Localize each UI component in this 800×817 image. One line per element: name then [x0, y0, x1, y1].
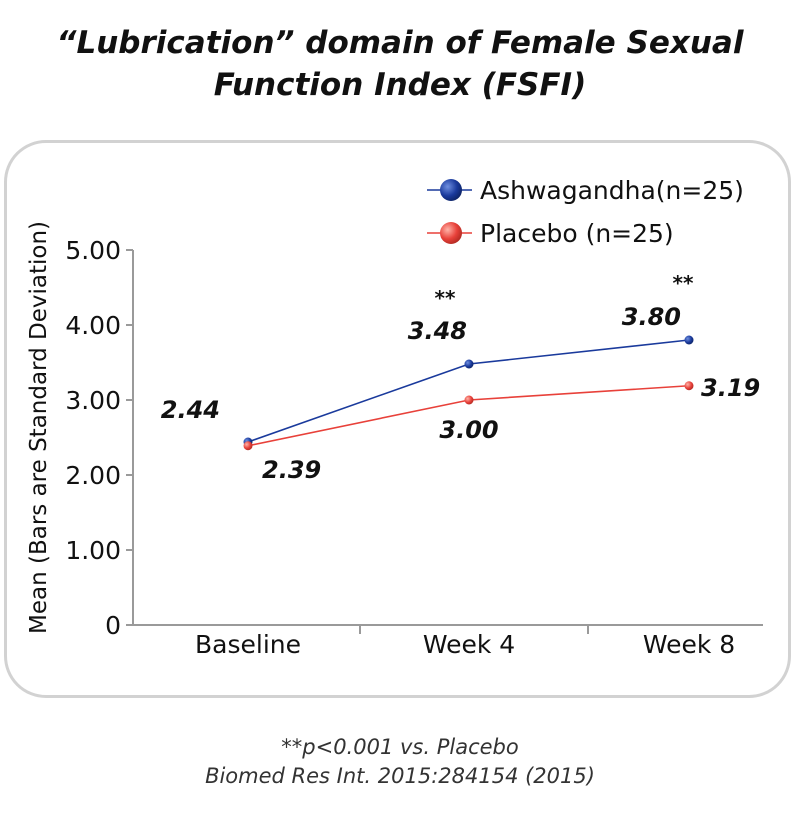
- chart-title-line-1: “Lubrication” domain of Female Sexual: [56, 25, 744, 61]
- data-point: [243, 441, 253, 451]
- citation-footnote: Biomed Res Int. 2015:284154 (2015): [205, 764, 595, 788]
- significance-marker: **: [673, 271, 694, 295]
- y-tick-label: 0: [105, 611, 121, 640]
- y-tick-label: 5.00: [65, 236, 121, 265]
- data-label: 3.19: [701, 374, 760, 402]
- legend-marker: [440, 222, 462, 244]
- y-tick-label: 3.00: [65, 386, 121, 415]
- axes: 0 1.00 2.00 3.00 4.00 5.00 Baseline Week 4 Week …: [26, 221, 763, 659]
- x-tick-label: Week 8: [643, 630, 735, 659]
- series-layer: 2.44 3.48 ** 3.80 ** 2.39 3.00 3.19: [161, 271, 760, 484]
- significance-footnote: **p<0.001 vs. Placebo: [281, 735, 519, 759]
- significance-marker: **: [435, 286, 456, 310]
- data-label: 3.80: [622, 303, 681, 331]
- data-label: 2.44: [161, 396, 220, 424]
- data-point: [684, 381, 694, 391]
- y-tick-label: 2.00: [65, 461, 121, 490]
- legend-marker: [440, 179, 462, 201]
- legend: Ashwagandha(n=25) Placebo (n=25): [427, 176, 744, 248]
- data-label: 3.00: [439, 416, 498, 444]
- data-point: [684, 335, 694, 345]
- x-tick-label: Week 4: [423, 630, 515, 659]
- chart-title: “Lubrication” domain of Female Sexual Fu…: [0, 22, 800, 106]
- data-label: 3.48: [408, 317, 467, 345]
- chart-title-line-2: Function Index (FSFI): [213, 67, 587, 103]
- data-point: [464, 395, 474, 405]
- y-tick-label: 1.00: [65, 536, 121, 565]
- chart-panel: [4, 140, 791, 698]
- legend-label: Ashwagandha(n=25): [480, 176, 744, 205]
- data-label: 2.39: [262, 456, 321, 484]
- legend-label: Placebo (n=25): [480, 219, 674, 248]
- y-tick-label: 4.00: [65, 311, 121, 340]
- data-point: [464, 359, 474, 369]
- x-tick-label: Baseline: [195, 630, 301, 659]
- y-axis-label: Mean (Bars are Standard Deviation): [26, 221, 52, 634]
